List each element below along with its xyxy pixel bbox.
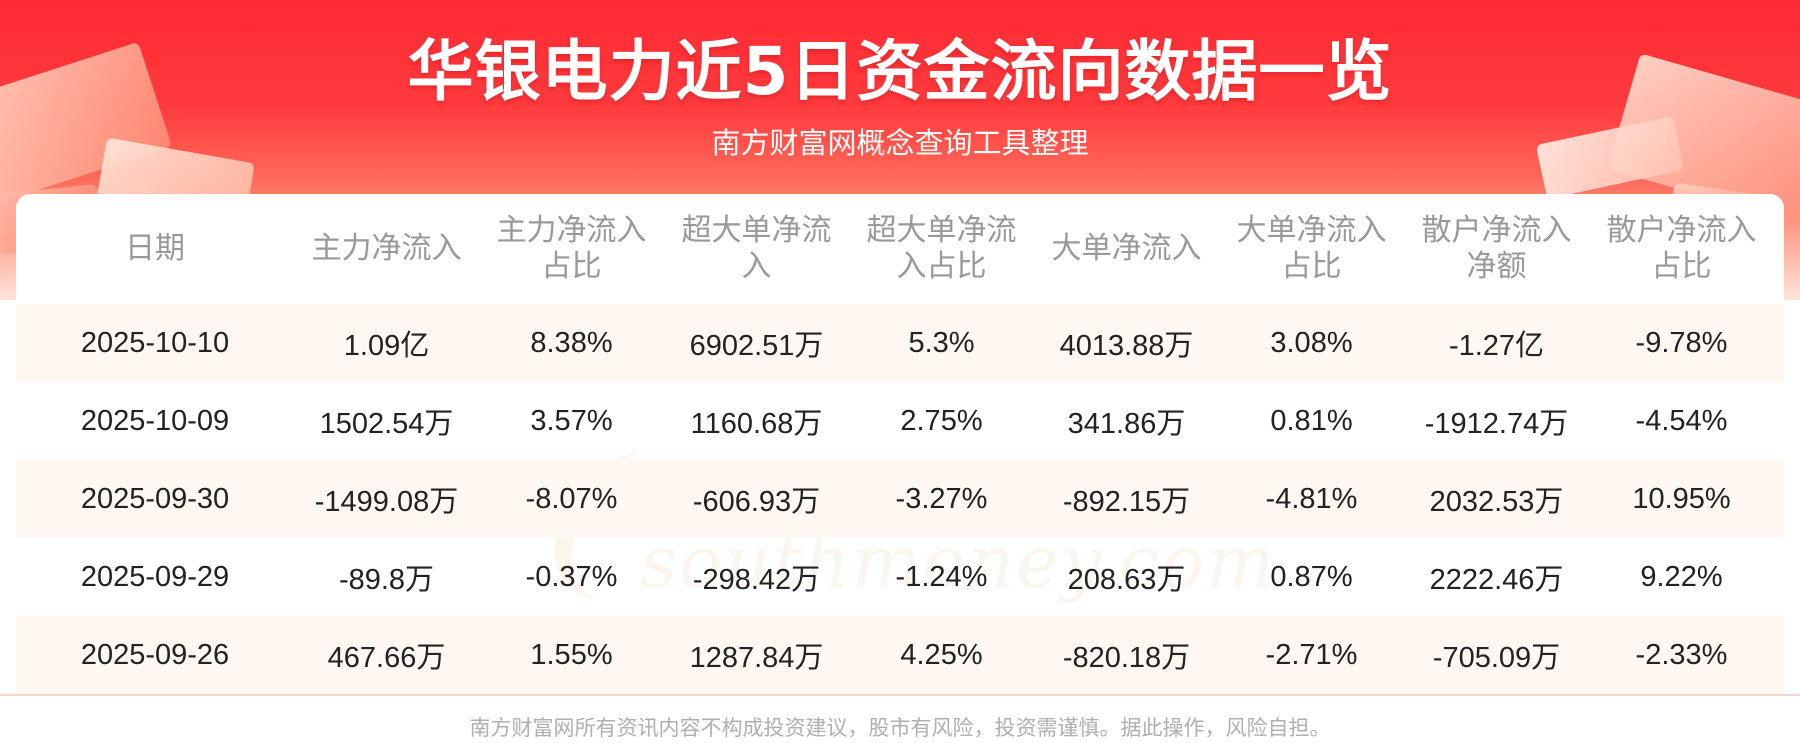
- table-cell: 9.22%: [1640, 560, 1723, 593]
- table-cell: 3.57%: [530, 404, 613, 437]
- table-cell: 4013.88万: [1059, 330, 1194, 362]
- footer-divider: [0, 694, 1800, 696]
- table-cell: 2025-10-09: [80, 404, 230, 437]
- table-cell: -820.18万: [1062, 642, 1191, 674]
- column-header: 日期: [125, 231, 185, 266]
- table-cell: 1160.68万: [690, 408, 823, 440]
- table-cell: 1502.54万: [319, 408, 454, 440]
- table-cell: 3.08%: [1270, 326, 1353, 359]
- column-header: 超大单净流 入占比: [866, 213, 1017, 284]
- footer-disclaimer: 南方财富网所有资讯内容不构成投资建议，股市有风险，投资需谨慎。据此操作，风险自担…: [469, 716, 1331, 740]
- table-cell: 341.86万: [1067, 408, 1186, 440]
- page-title: 华银电力近5日资金流向数据一览: [407, 33, 1393, 110]
- column-header: 散户净流入 净额: [1421, 213, 1572, 284]
- table-cell: 2025-09-29: [80, 560, 230, 593]
- table-row: 2025-10-10 1.09亿 8.38% 6902.51万 5.3% 4013.88万…: [16, 304, 1784, 382]
- table-cell: -705.09万: [1432, 642, 1561, 674]
- table-cell: 10.95%: [1632, 482, 1731, 515]
- table-cell: 5.3%: [908, 326, 975, 359]
- table-cell: -1.27亿: [1448, 330, 1545, 362]
- table-row: 2025-09-26 467.66万 1.55% 1287.84万 4.25% -820.…: [16, 616, 1784, 694]
- table-cell: -606.93万: [692, 486, 821, 518]
- table-cell: 2032.53万: [1429, 486, 1564, 518]
- table-row: 2025-09-29 -89.8万 -0.37% -298.42万 -1.24% 208.…: [16, 538, 1784, 616]
- table-cell: -1.24%: [895, 560, 988, 593]
- table-cell: 2025-10-10: [80, 326, 230, 359]
- table-cell: 8.38%: [530, 326, 613, 359]
- table-row: 2025-09-30 -1499.08万 -8.07% -606.93万 -3.27% -…: [16, 460, 1784, 538]
- table-cell: 0.81%: [1270, 404, 1353, 437]
- table-cell: -4.54%: [1635, 404, 1728, 437]
- column-header: 大单净流入 占比: [1236, 213, 1387, 284]
- table-cell: 2025-09-30: [80, 482, 230, 515]
- column-header: 超大单净流 入: [681, 213, 832, 284]
- table-cell: -4.81%: [1265, 482, 1358, 515]
- table-cell: -892.15万: [1062, 486, 1191, 518]
- table-cell: 6902.51万: [689, 330, 824, 362]
- table-cell: 2025-09-26: [80, 638, 230, 671]
- column-header: 大单净流入: [1051, 231, 1202, 266]
- table-cell: -298.42万: [692, 564, 821, 596]
- table-cell: -8.07%: [525, 482, 618, 515]
- table-cell: -3.27%: [895, 482, 988, 515]
- table-cell: -2.33%: [1635, 638, 1728, 671]
- page-subtitle: 南方财富网概念查询工具整理: [711, 126, 1089, 160]
- table-cell: 2.75%: [900, 404, 983, 437]
- column-header: 散户净流入 占比: [1606, 213, 1757, 284]
- column-header: 主力净流入 占比: [496, 213, 647, 284]
- table-cell: 1287.84万: [689, 642, 824, 674]
- table-cell: 1.09亿: [343, 330, 430, 362]
- table-header: 日期 主力净流入 主力净流入 占比 超大单净流 入超大单净流 入占比 大单净流入 大单净流…: [16, 194, 1784, 304]
- table-cell: -9.78%: [1635, 326, 1728, 359]
- table-cell: -2.71%: [1265, 638, 1358, 671]
- table-cell: 0.87%: [1270, 560, 1353, 593]
- table-cell: -1912.74万: [1424, 408, 1569, 440]
- column-header: 主力净流入: [311, 231, 462, 266]
- table-cell: -0.37%: [525, 560, 618, 593]
- table-cell: -1499.08万: [314, 486, 459, 518]
- table-cell: 467.66万: [327, 642, 446, 674]
- table-row: 2025-10-09 1502.54万 3.57% 1160.68万 2.75% 341.…: [16, 382, 1784, 460]
- table-cell: 2222.46万: [1429, 564, 1564, 596]
- table-cell: 208.63万: [1067, 564, 1186, 596]
- table-cell: 4.25%: [900, 638, 983, 671]
- table-body: 2025-10-10 1.09亿 8.38% 6902.51万 5.3% 4013.88万…: [16, 304, 1784, 694]
- table-cell: 1.55%: [530, 638, 613, 671]
- table-card: [16, 194, 1784, 694]
- table-cell: -89.8万: [338, 564, 435, 596]
